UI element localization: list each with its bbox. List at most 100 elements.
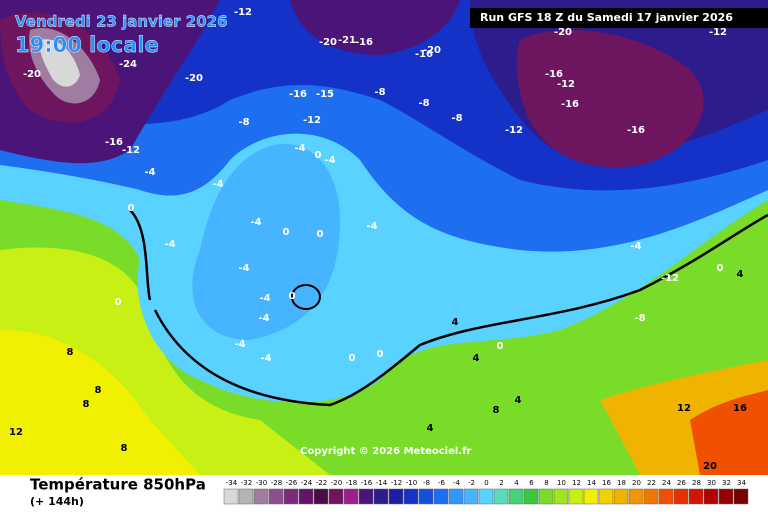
contour-label: 8 [493,405,500,416]
scale-swatch [688,488,704,505]
scale-label: 12 [572,479,581,487]
scale-swatch [373,488,389,505]
scale-swatch [568,488,584,505]
contour-label: -12 [709,27,727,38]
contour-label: -16 [627,125,645,136]
contour-label: 0 [717,263,724,274]
contour-label: -4 [238,263,249,274]
contour-label: -8 [374,87,385,98]
scale-label: -16 [361,479,373,487]
contour-label: 12 [9,427,23,438]
contour-label: 4 [515,395,522,406]
scale-label: 34 [737,479,746,487]
contour-label: 0 [377,349,384,360]
contour-label: 0 [317,229,324,240]
scale-swatch [613,488,629,505]
contour-label: -12 [661,273,679,284]
scale-label: -34 [226,479,238,487]
scale-label: 24 [662,479,671,487]
contour-label: -20 [554,27,572,38]
scale-label: -28 [271,479,282,487]
scale-label: 0 [484,479,488,487]
scale-swatch [343,488,359,505]
contour-label: -16 [105,137,123,148]
contour-label: -4 [260,353,271,364]
contour-label: 4 [427,423,434,434]
scale-swatch [268,488,284,505]
contour-label: -12 [557,79,575,90]
contour-label: -4 [164,239,175,250]
scale-label: -32 [241,479,252,487]
valid-time: 19:00 locale [15,33,159,57]
scale-swatch [223,488,239,505]
scale-swatch [493,488,509,505]
contour-label: 8 [121,443,128,454]
color-scale: -34 -32 -30 -28 -26 -24 -22 -20 -18 -16 -14 -12 -10-… [223,479,749,505]
contour-label: -8 [451,113,462,124]
scale-label: -8 [423,479,430,487]
scale-swatch [673,488,689,505]
contour-label: -16 [545,69,563,80]
scale-swatch [253,488,269,505]
contour-label: -4 [366,221,377,232]
contour-label: 0 [289,291,296,302]
contour-label: 0 [315,150,322,161]
scale-swatch [718,488,734,505]
parameter: Température 850hPa [30,476,206,494]
scale-swatch [733,488,749,505]
scale-label: -4 [453,479,461,487]
scale-swatch [313,488,329,505]
contour-label: -12 [234,7,252,18]
scale-swatch [583,488,599,505]
scale-swatch [238,488,254,505]
contour-label: -4 [294,143,305,154]
run-banner [470,8,768,28]
contour-label: 4 [452,317,459,328]
scale-swatch [403,488,419,505]
contour-label: -16 [415,49,433,60]
scale-swatch [298,488,314,505]
contour-label: -4 [258,313,269,324]
scale-label: -20 [331,479,342,487]
contour-label: -20 [185,73,203,84]
scale-label: -2 [468,479,475,487]
scale-label: 2 [499,479,503,487]
contour-label: -15 [316,89,334,100]
contour-label: -8 [418,98,429,109]
scale-label: 22 [647,479,656,487]
scale-swatch [658,488,674,505]
contour-label: 0 [497,341,504,352]
contour-label: -21 [338,35,356,46]
contour-label: -12 [122,145,140,156]
contour-label: 8 [83,399,90,410]
scale-swatch [448,488,464,505]
contour-label: -4 [250,217,261,228]
scale-swatch [508,488,524,505]
scale-swatch [328,488,344,505]
scale-swatch [598,488,614,505]
scale-swatch [388,488,404,505]
contour-label: -12 [303,115,321,126]
contour-label: 0 [283,227,290,238]
scale-swatch [283,488,299,505]
scale-label: 28 [692,479,701,487]
contour-label: -4 [630,241,641,252]
copyright: Copyright © 2026 Meteociel.fr [300,446,471,457]
scale-swatch [643,488,659,505]
contour-label: 0 [115,297,122,308]
contour-label: 4 [737,269,744,280]
scale-label: -30 [256,479,267,487]
scale-swatch [553,488,569,505]
scale-label: 18 [617,479,626,487]
contour-label: 0 [349,353,356,364]
contour-label: -8 [238,117,249,128]
contour-label: -16 [355,37,373,48]
scale-label: 10 [557,479,566,487]
scale-label: -24 [301,479,313,487]
scale-label: -26 [286,479,298,487]
contour-label: 4 [473,353,480,364]
scale-swatch [478,488,494,505]
contour-label: -4 [259,293,270,304]
scale-label: 4 [514,479,519,487]
